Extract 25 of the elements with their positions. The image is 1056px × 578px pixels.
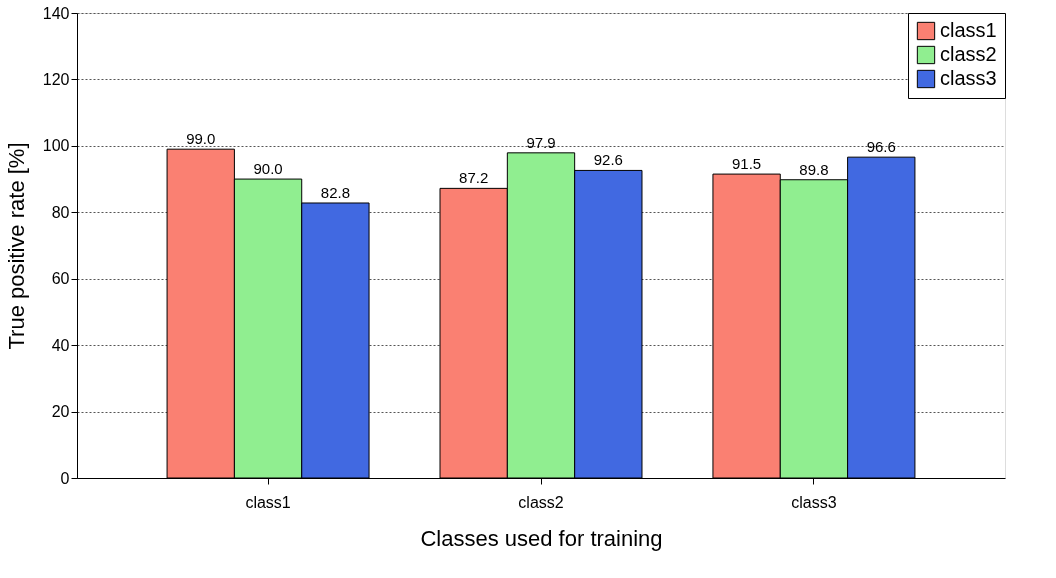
data-label: 87.2 — [459, 169, 489, 187]
legend-label: class3 — [940, 67, 997, 89]
data-label: 90.0 — [253, 160, 283, 178]
data-label: 96.6 — [866, 138, 896, 156]
legend-label: class2 — [940, 43, 997, 65]
data-label: 89.8 — [799, 160, 829, 178]
y-tick-label: 60 — [51, 270, 70, 288]
y-axis-title: True positive rate [%] — [3, 142, 29, 350]
y-tick-label: 40 — [51, 336, 70, 354]
x-axis-title: Classes used for training — [420, 525, 663, 551]
data-label: 92.6 — [593, 151, 623, 169]
y-tick-label: 0 — [60, 469, 70, 487]
data-label: 99.0 — [186, 130, 216, 148]
x-tick-label: class1 — [245, 493, 291, 511]
data-label: 82.8 — [320, 183, 350, 201]
x-tick-label: class2 — [518, 493, 564, 511]
y-tick-label: 140 — [42, 4, 70, 22]
data-label: 91.5 — [732, 155, 762, 173]
legend-label: class1 — [940, 19, 997, 41]
y-tick-label: 20 — [51, 403, 70, 421]
x-tick-label: class3 — [791, 493, 837, 511]
y-tick-label: 120 — [42, 70, 70, 88]
data-label: 97.9 — [526, 133, 556, 151]
y-tick-label: 100 — [42, 137, 70, 155]
y-tick-label: 80 — [51, 203, 70, 221]
